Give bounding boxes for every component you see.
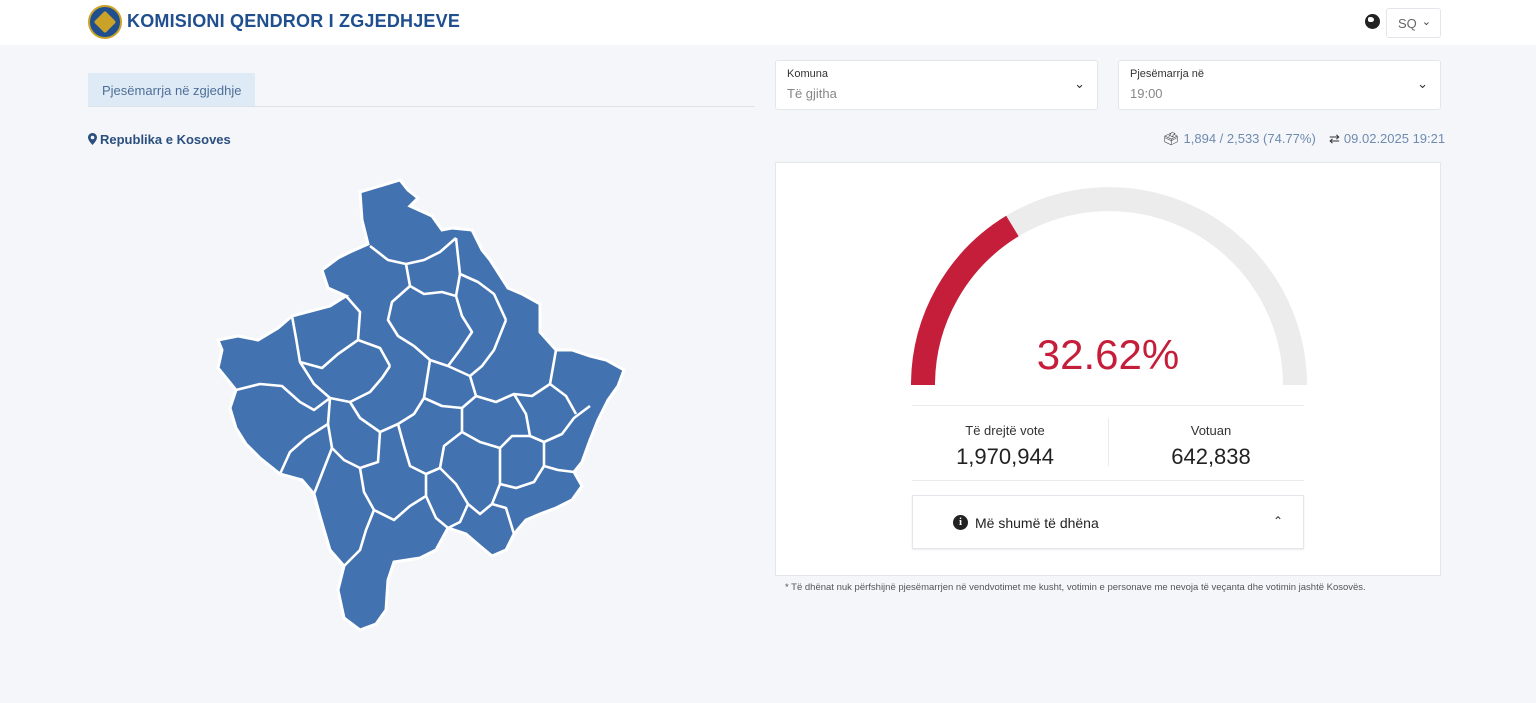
footnote: * Të dhënat nuk përfshijnë pjesëmarrjen … <box>785 582 1366 593</box>
site-title[interactable]: KOMISIONI QENDROR I ZGJEDHJEVE <box>127 11 461 31</box>
turnout-gauge <box>911 187 1307 386</box>
voted-label: Votuan <box>1190 423 1232 438</box>
kosovo-map[interactable] <box>210 170 635 640</box>
region-name: Republika e Kosoves <box>100 132 231 147</box>
chevron-down-icon: ⌄ <box>1421 16 1431 28</box>
tab-underline <box>88 106 755 107</box>
refresh-arrows-icon: ⇄ <box>1329 131 1340 146</box>
language-select[interactable]: SQ ⌄ <box>1386 8 1441 38</box>
voted-value: 642,838 <box>1171 444 1251 469</box>
region-breadcrumb[interactable]: Republika e Kosoves <box>88 132 231 147</box>
municipality-value: Të gjitha <box>787 86 837 101</box>
map-outline[interactable] <box>215 178 626 632</box>
chevron-down-icon: ⌄ <box>1074 76 1085 91</box>
updated-text: 09.02.2025 19:21 <box>1343 131 1446 146</box>
globe-icon <box>1365 14 1380 29</box>
map-pin-icon <box>88 133 97 145</box>
eligible-value: 1,970,944 <box>956 444 1054 469</box>
chevron-down-icon: ⌄ <box>1417 76 1428 91</box>
stations-reported: 🗳 1,894 / 2,533 (74.77%) <box>1163 131 1316 147</box>
turnout-percent: 32.62% <box>1036 331 1180 378</box>
eligible-voters: Të drejtë vote 1,970,944 <box>907 423 1103 470</box>
divider <box>912 405 1304 406</box>
top-header: KOMISIONI QENDROR I ZGJEDHJEVE SQ ⌄ <box>0 0 1536 45</box>
ballot-box-icon: 🗳 <box>1163 131 1180 146</box>
turnout-time-select[interactable]: Pjesëmarrja në 19:00 ⌄ <box>1118 60 1441 110</box>
turnout-card: 32.62% Të drejtë vote 1,970,944 Votuan 6… <box>775 162 1441 576</box>
municipality-select[interactable]: Komuna Të gjitha ⌄ <box>775 60 1098 110</box>
language-value: SQ <box>1398 16 1417 31</box>
tab-turnout[interactable]: Pjesëmarrja në zgjedhje <box>88 73 256 106</box>
more-details-label: Më shumë të dhëna <box>975 515 1099 531</box>
turnout-time-value: 19:00 <box>1130 86 1163 101</box>
gauge-fill <box>911 215 1019 386</box>
chevron-up-icon: ⌃ <box>1272 514 1283 528</box>
column-separator <box>1108 418 1109 466</box>
stations-text: 1,894 / 2,533 (74.77%) <box>1183 131 1316 146</box>
divider <box>912 480 1304 481</box>
municipality-label: Komuna <box>787 68 828 80</box>
eligible-label: Të drejtë vote <box>965 423 1045 438</box>
info-icon: i <box>953 515 968 530</box>
turnout-time-label: Pjesëmarrja në <box>1130 68 1204 80</box>
kqz-logo[interactable] <box>88 5 122 39</box>
voted-count: Votuan 642,838 <box>1113 423 1309 470</box>
last-updated: ⇄ 09.02.2025 19:21 <box>1329 131 1445 147</box>
more-details-toggle[interactable]: i Më shumë të dhëna ⌃ <box>912 495 1304 549</box>
